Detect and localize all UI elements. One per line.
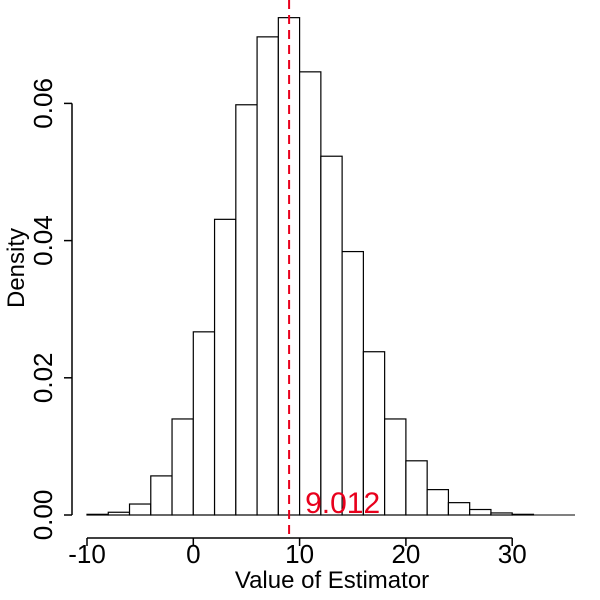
y-tick-label: 0.02 <box>28 352 58 403</box>
y-tick-label: 0.00 <box>28 490 58 541</box>
y-axis-ticks: 0.00 0.02 0.04 0.06 <box>28 78 72 540</box>
x-tick-label: 30 <box>498 539 527 569</box>
histogram-bar <box>128 503 152 516</box>
histogram-bar <box>469 508 492 516</box>
x-tick-label: 0 <box>186 539 200 569</box>
histogram-bar <box>447 502 471 516</box>
y-tick-label: 0.04 <box>28 215 58 266</box>
histogram-bar <box>213 218 237 516</box>
histogram-bar <box>299 71 322 516</box>
histogram-bar <box>256 36 279 516</box>
y-tick-label: 0.06 <box>28 78 58 129</box>
histogram-bar <box>320 155 343 516</box>
mean-value-label: 9.012 <box>305 487 380 520</box>
x-tick-label: 10 <box>285 539 314 569</box>
histogram-bar <box>426 489 450 516</box>
x-axis-ticks: -10 0 10 20 30 <box>68 538 527 569</box>
histogram-bar <box>235 104 258 516</box>
x-axis-title: Value of Estimator <box>235 567 429 594</box>
histogram-bars <box>86 17 535 516</box>
histogram-bar <box>150 475 173 516</box>
y-axis-title: Density <box>3 228 30 308</box>
x-tick-label: -10 <box>68 539 106 569</box>
histogram-bar <box>384 418 407 516</box>
histogram-bar <box>405 460 428 516</box>
histogram-bar <box>171 418 194 516</box>
x-tick-label: 20 <box>391 539 420 569</box>
histogram-bar <box>192 331 216 516</box>
histogram-bar <box>341 250 364 516</box>
